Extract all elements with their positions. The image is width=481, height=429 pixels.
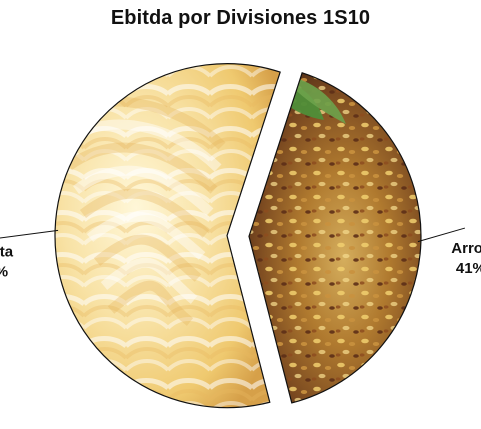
- slice-label-arroz: Arroz: [451, 240, 481, 257]
- chart-title: Ebitda por Divisiones 1S10: [110, 7, 371, 29]
- slice-value-pasta: 59%: [0, 264, 8, 281]
- pie-labels: Arroz 41% Pasta 59%: [0, 227, 481, 281]
- pie-slice-outline-arroz: [248, 72, 422, 404]
- slice-label-pasta: Pasta: [0, 244, 14, 261]
- leader-line-pasta: [0, 229, 59, 239]
- slice-value-arroz: 41%: [456, 260, 481, 277]
- pie-slices: [54, 63, 422, 409]
- leader-line-arroz: [417, 227, 466, 243]
